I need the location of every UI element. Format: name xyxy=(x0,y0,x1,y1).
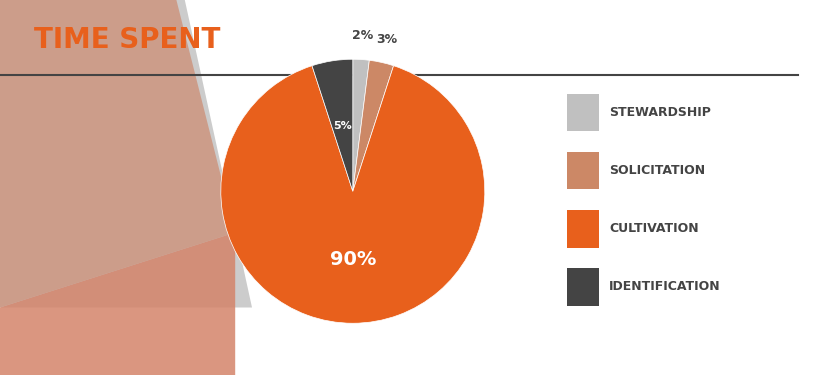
Wedge shape xyxy=(312,59,353,191)
Text: CULTIVATION: CULTIVATION xyxy=(609,222,699,235)
Text: SOLICITATION: SOLICITATION xyxy=(609,164,705,177)
Polygon shape xyxy=(0,0,252,308)
FancyBboxPatch shape xyxy=(567,94,599,131)
Text: IDENTIFICATION: IDENTIFICATION xyxy=(609,280,721,293)
Polygon shape xyxy=(0,232,235,375)
Text: STEWARDSHIP: STEWARDSHIP xyxy=(609,106,711,119)
Wedge shape xyxy=(353,59,370,191)
FancyBboxPatch shape xyxy=(567,268,599,306)
Text: 2%: 2% xyxy=(352,29,373,42)
Text: 90%: 90% xyxy=(329,251,376,269)
FancyBboxPatch shape xyxy=(567,152,599,189)
Wedge shape xyxy=(221,66,485,323)
Text: 5%: 5% xyxy=(333,121,352,131)
Wedge shape xyxy=(353,60,394,191)
Text: TIME SPENT: TIME SPENT xyxy=(34,26,220,54)
FancyBboxPatch shape xyxy=(567,210,599,248)
Text: 3%: 3% xyxy=(376,33,397,46)
Polygon shape xyxy=(0,0,235,308)
